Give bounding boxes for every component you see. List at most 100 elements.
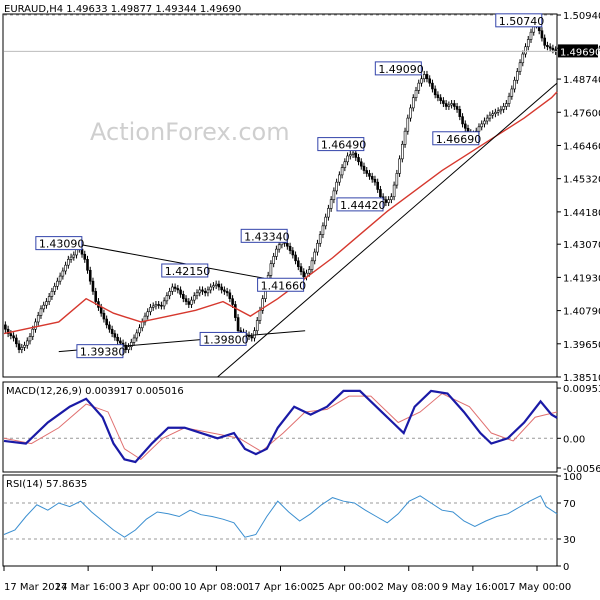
candle-body [195, 292, 199, 297]
candle-body [127, 346, 130, 350]
price-label-box-9 [432, 131, 480, 146]
candle-body [275, 248, 278, 257]
x-tick-label-0: 17 Mar 2017 [4, 582, 67, 593]
price-label-box-8 [374, 61, 422, 76]
candle-body [455, 106, 459, 110]
candle-body [518, 62, 522, 72]
candle-body [67, 259, 70, 266]
price-label-0: 1.43090 [39, 238, 85, 251]
candle-body [453, 103, 456, 107]
price-pane-frame [2, 13, 558, 378]
candle-body [321, 225, 325, 235]
candle-body [42, 304, 45, 310]
candle-body [425, 74, 429, 80]
trendline-rising-support [217, 82, 558, 378]
candle-body [171, 286, 174, 292]
candle-body [250, 336, 254, 339]
candle-body [20, 347, 24, 350]
candle-body [354, 152, 358, 158]
current-price-label: 1.49690 [560, 47, 600, 58]
x-tick-label-5: 25 Apr 00:00 [312, 582, 377, 593]
candle-body [140, 321, 144, 329]
candle-body [113, 333, 117, 338]
candle-body [362, 165, 366, 171]
price-label-1: 1.42150 [165, 265, 211, 278]
macd-signal-line [3, 392, 558, 460]
candle-body [376, 181, 379, 190]
candle-body [124, 344, 128, 350]
candle-body [99, 307, 103, 314]
candle-body [406, 117, 410, 132]
candle-body [510, 88, 514, 97]
macd-line [3, 389, 558, 464]
candle-body [288, 245, 292, 251]
candle-body [160, 304, 163, 307]
candle-body [395, 173, 399, 186]
candle-body [231, 298, 234, 305]
candle-body [526, 39, 530, 48]
candle-body [357, 157, 360, 163]
candle-body [4, 324, 7, 330]
candle-body [340, 167, 344, 176]
candle-body [228, 292, 232, 299]
candle-body [296, 260, 300, 267]
price-label-10: 1.50740 [499, 15, 545, 28]
candle-body [258, 310, 262, 321]
candle-body [477, 126, 481, 132]
candle-body [483, 120, 486, 125]
candle-body [370, 176, 374, 180]
candle-body [286, 243, 289, 247]
x-tick-label-4: 17 Apr 16:00 [248, 582, 313, 593]
candle-body [494, 111, 497, 115]
candle-body [502, 106, 505, 110]
candle-body [31, 328, 35, 337]
candle-body [236, 317, 240, 331]
price-tick-label-11: 1.38510 [563, 373, 600, 384]
candle-body [461, 116, 464, 125]
candle-body [86, 259, 89, 271]
macd-tick-label-1: 0.00 [563, 434, 585, 445]
price-label-5: 1.43340 [244, 230, 290, 243]
candle-body [513, 79, 516, 90]
candle-body [543, 37, 546, 46]
price-label-box-3 [199, 331, 247, 346]
candle-body [214, 283, 218, 286]
price-tick-label-2: 1.48740 [563, 75, 600, 86]
rsi-tick-label-2: 30 [563, 535, 576, 546]
candle-body [173, 286, 177, 289]
rsi-tick-label-3: 0 [563, 562, 569, 573]
candle-body [116, 336, 119, 342]
price-label-4: 1.41660 [261, 279, 307, 292]
candle-body [316, 243, 319, 253]
candle-body [338, 174, 341, 183]
candle-body [201, 289, 204, 292]
candle-body [209, 286, 212, 291]
candle-body [324, 216, 327, 227]
candle-body [129, 342, 133, 348]
price-label-2: 1.39380 [80, 346, 126, 359]
candle-body [387, 199, 390, 203]
candle-body [132, 337, 136, 343]
candle-body [401, 144, 404, 160]
macd-pane-frame [2, 381, 558, 473]
candle-body [329, 199, 333, 209]
price-label-8: 1.49090 [378, 63, 424, 76]
x-tick-label-8: 17 May 00:00 [503, 582, 572, 593]
candle-body [223, 289, 226, 292]
candle-body [368, 173, 371, 177]
candle-body [261, 298, 265, 311]
candle-body [505, 103, 508, 107]
candle-body [540, 30, 544, 39]
candle-body [428, 78, 432, 84]
candle-body [182, 293, 185, 299]
price-label-box-6 [317, 137, 365, 152]
candle-body [343, 161, 347, 168]
price-label-box-2 [76, 344, 124, 359]
candle-body [390, 196, 393, 200]
x-tick-label-3: 10 Apr 08:00 [184, 582, 249, 593]
ma-line [3, 91, 558, 335]
chart-header: EURAUD,H4 1.49633 1.49877 1.49344 1.4969… [4, 4, 241, 15]
price-tick-label-10: 1.39650 [563, 340, 600, 351]
candle-body [496, 110, 500, 113]
candle-body [480, 123, 484, 128]
